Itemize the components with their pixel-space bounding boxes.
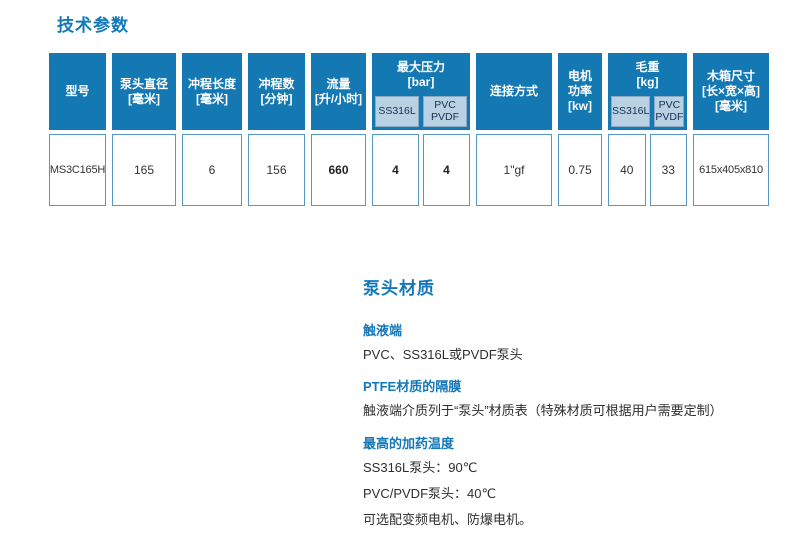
column-head-diameter: 泵头直径 [毫米] 165: [112, 53, 176, 206]
gross-weight-subheaders: SS316L PVC PVDF: [608, 96, 687, 130]
column-connection-header: 连接方式: [476, 53, 552, 130]
max-temp-ss316l-text: SS316L泵头：90℃: [363, 459, 478, 475]
column-motor-power-label: 电机 功率: [567, 69, 592, 98]
cell-gross-weight-pvc-pvdf: 33: [649, 134, 687, 206]
column-stroke-length-header: 冲程长度 [毫米]: [182, 53, 242, 130]
materials-section-ptfe-diaphragm: PTFE材质的隔膜 触液端介质列于“泵头”材质表（特殊材质可根据用户需要定制）: [363, 376, 763, 419]
column-strokes-unit: [分钟]: [260, 91, 293, 106]
ptfe-diaphragm-subheading: PTFE材质的隔膜: [363, 379, 462, 395]
cell-flow: 660: [311, 134, 366, 206]
column-max-pressure: 最大压力 [bar] SS316L PVC PVDF 4 4: [372, 53, 470, 206]
column-connection-label: 连接方式: [489, 84, 538, 98]
max-pressure-subheaders: SS316L PVC PVDF: [372, 96, 470, 130]
cell-gross-weight-ss316l: 40: [608, 134, 646, 206]
column-strokes-header: 冲程数 [分钟]: [248, 53, 305, 130]
column-motor-power-unit: [kw]: [568, 99, 592, 113]
materials-heading: 泵头材质: [363, 279, 435, 298]
column-stroke-length-unit: [毫米]: [196, 91, 228, 106]
materials-section-wetted-end: 触液端 PVC、SS316L或PVDF泵头: [363, 320, 763, 363]
column-box-size: 木箱尺寸 [长×宽×高] [毫米] 615x405x810: [693, 53, 769, 206]
column-flow-label: 流量: [326, 76, 351, 91]
column-box-size-label: 木箱尺寸: [706, 69, 755, 83]
column-head-diameter-label: 泵头直径: [119, 76, 168, 91]
column-model-header: 型号: [49, 53, 106, 130]
column-head-diameter-unit: [毫米]: [128, 91, 160, 106]
column-box-size-header: 木箱尺寸 [长×宽×高] [毫米]: [693, 53, 769, 130]
column-model: 型号 MS3C165H: [49, 53, 106, 206]
column-head-diameter-header: 泵头直径 [毫米]: [112, 53, 176, 130]
column-max-pressure-title: 最大压力 [bar]: [372, 53, 470, 96]
column-gross-weight-header: 毛重 [kg] SS316L PVC PVDF: [608, 53, 687, 130]
cell-max-pressure-ss316l: 4: [372, 134, 419, 206]
column-flow: 流量 [升/小时] 660: [311, 53, 366, 206]
cell-model: MS3C165H: [49, 134, 106, 206]
cell-head-diameter: 165: [112, 134, 176, 206]
column-max-pressure-label: 最大压力: [396, 59, 445, 74]
max-dosing-temp-subheading: 最高的加药温度: [363, 435, 455, 451]
materials-section-max-dosing-temp: 最高的加药温度 SS316L泵头：90℃ PVC/PVDF泵头：40℃ 可选配变…: [363, 433, 763, 529]
spec-table: 型号 MS3C165H 泵头直径 [毫米] 165 冲程长度 [毫米] 6 冲程…: [49, 53, 769, 206]
subheader-gross-weight-ss316l: SS316L: [611, 96, 651, 127]
cell-motor-power: 0.75: [558, 134, 602, 206]
max-temp-pvc-pvdf-text: PVC/PVDF泵头：40℃: [363, 485, 497, 501]
column-gross-weight: 毛重 [kg] SS316L PVC PVDF 40 33: [608, 53, 687, 206]
column-box-size-unit: [长×宽×高] [毫米]: [701, 84, 760, 113]
column-stroke-length: 冲程长度 [毫米] 6: [182, 53, 242, 206]
column-max-pressure-unit: [bar]: [407, 74, 435, 89]
cell-strokes: 156: [248, 134, 305, 206]
gross-weight-cells: 40 33: [608, 134, 687, 206]
cell-stroke-length: 6: [182, 134, 242, 206]
column-flow-unit: [升/小时]: [314, 91, 363, 106]
page-title: 技术参数: [57, 16, 129, 35]
column-strokes: 冲程数 [分钟] 156: [248, 53, 305, 206]
cell-max-pressure-pvc-pvdf: 4: [423, 134, 470, 206]
ptfe-diaphragm-text: 触液端介质列于“泵头”材质表（特殊材质可根据用户需要定制）: [363, 403, 723, 419]
subheader-max-pressure-ss316l: SS316L: [375, 96, 419, 127]
column-motor-power-header: 电机 功率 [kw]: [558, 53, 602, 130]
column-strokes-label: 冲程数: [258, 76, 295, 91]
subheader-max-pressure-pvc-pvdf: PVC PVDF: [423, 96, 467, 127]
column-motor-power: 电机 功率 [kw] 0.75: [558, 53, 602, 206]
column-stroke-length-label: 冲程长度: [187, 76, 236, 91]
column-connection: 连接方式 1"gf: [476, 53, 552, 206]
column-flow-header: 流量 [升/小时]: [311, 53, 366, 130]
column-gross-weight-label: 毛重: [635, 59, 660, 74]
cell-connection: 1"gf: [476, 134, 552, 206]
wetted-end-subheading: 触液端: [363, 323, 403, 338]
cell-box-size: 615x405x810: [693, 134, 769, 206]
optional-motors-text: 可选配变频电机、防爆电机。: [363, 512, 533, 527]
column-gross-weight-unit: [kg]: [636, 74, 659, 89]
pump-head-materials-section: 泵头材质 触液端 PVC、SS316L或PVDF泵头 PTFE材质的隔膜 触液端…: [363, 274, 763, 541]
column-gross-weight-title: 毛重 [kg]: [608, 53, 687, 96]
subheader-gross-weight-pvc-pvdf: PVC PVDF: [654, 96, 685, 127]
max-pressure-cells: 4 4: [372, 134, 470, 206]
wetted-end-text: PVC、SS316L或PVDF泵头: [363, 347, 523, 362]
column-model-label: 型号: [65, 84, 90, 98]
column-max-pressure-header: 最大压力 [bar] SS316L PVC PVDF: [372, 53, 470, 130]
